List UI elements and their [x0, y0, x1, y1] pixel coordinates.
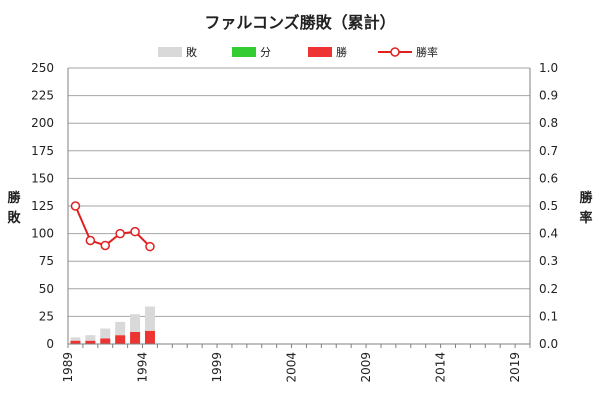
bar-win: [115, 335, 126, 344]
x-tick-label: 1989: [61, 352, 75, 383]
bar-loss: [144, 306, 155, 331]
legend-label: 勝: [336, 45, 347, 59]
y-tick-label-right: 0.5: [539, 199, 558, 213]
legend-swatch-marker: [390, 47, 400, 57]
y-tick-label-right: 0.0: [539, 337, 558, 351]
x-tick-label: 2019: [508, 352, 522, 383]
win-rate-line: [70, 201, 155, 252]
y-tick-label-left: 125: [31, 199, 54, 213]
chart-title: ファルコンズ勝敗（累計）: [204, 13, 395, 32]
y-tick-label-left: 225: [31, 89, 54, 103]
bar-loss: [130, 314, 141, 332]
grid-lines: [68, 67, 530, 345]
bar-loss: [115, 321, 126, 336]
y-tick-label-left: 200: [31, 116, 54, 130]
y-tick-label-left: 175: [31, 144, 54, 158]
y-tick-label-left: 0: [46, 337, 54, 351]
win-rate-point: [70, 201, 81, 211]
y-tick-label-right: 0.7: [539, 144, 558, 158]
y-tick-label-right: 0.3: [539, 254, 558, 268]
win-rate-point: [130, 226, 140, 237]
x-tick-label: 1994: [136, 352, 150, 383]
y-tick-label-left: 75: [39, 254, 54, 268]
legend-swatch: [232, 47, 256, 57]
axis-labels: 勝敗 勝率: [7, 190, 593, 226]
y-tick-label-right: 0.9: [539, 89, 558, 103]
legend-swatch: [308, 47, 332, 57]
legend-label: 敗: [186, 45, 197, 59]
x-tick-label: 2004: [285, 352, 299, 383]
win-rate-point: [115, 228, 125, 239]
win-rate-point: [85, 235, 96, 246]
bar-win: [70, 340, 81, 344]
y-axis-label-left: 勝敗: [7, 190, 21, 226]
legend-label: 分: [260, 46, 271, 59]
bar-loss: [100, 328, 111, 339]
y-tick-label-left: 150: [31, 171, 54, 185]
bar-win: [100, 338, 111, 344]
y-tick-label-left: 250: [31, 61, 54, 75]
x-tick-label: 1999: [210, 352, 224, 383]
y-tick-label-right: 0.4: [539, 227, 558, 241]
y-tick-label-right: 0.6: [539, 171, 558, 185]
x-tick-label: 2009: [359, 352, 373, 383]
bar-win: [130, 331, 141, 344]
bar-loss: [70, 337, 81, 341]
y-axis-label-right: 勝率: [579, 190, 593, 226]
bar-loss: [85, 335, 96, 341]
win-rate-point: [145, 241, 155, 252]
axes: [67, 68, 531, 348]
bar-win: [85, 340, 96, 344]
bars: [70, 306, 155, 344]
legend-swatch: [158, 47, 182, 57]
bar-win: [144, 330, 155, 344]
y-tick-label-right: 0.2: [539, 282, 558, 296]
y-tick-label-left: 25: [39, 309, 54, 323]
y-tick-label-left: 50: [39, 282, 54, 296]
legend: 敗 分 勝 勝率: [158, 45, 438, 59]
win-rate-point: [100, 240, 111, 251]
tick-labels: 0 25 50 75 100 125 150 175 200 225 250 0.0 0.1 0.2 0.3…: [31, 61, 558, 383]
legend-label: 勝率: [416, 45, 438, 59]
x-tick-label: 2014: [434, 352, 448, 383]
y-tick-label-right: 1.0: [539, 61, 558, 75]
y-tick-label-left: 100: [31, 227, 54, 241]
y-tick-label-right: 0.8: [539, 116, 558, 130]
y-tick-label-right: 0.1: [539, 309, 558, 323]
